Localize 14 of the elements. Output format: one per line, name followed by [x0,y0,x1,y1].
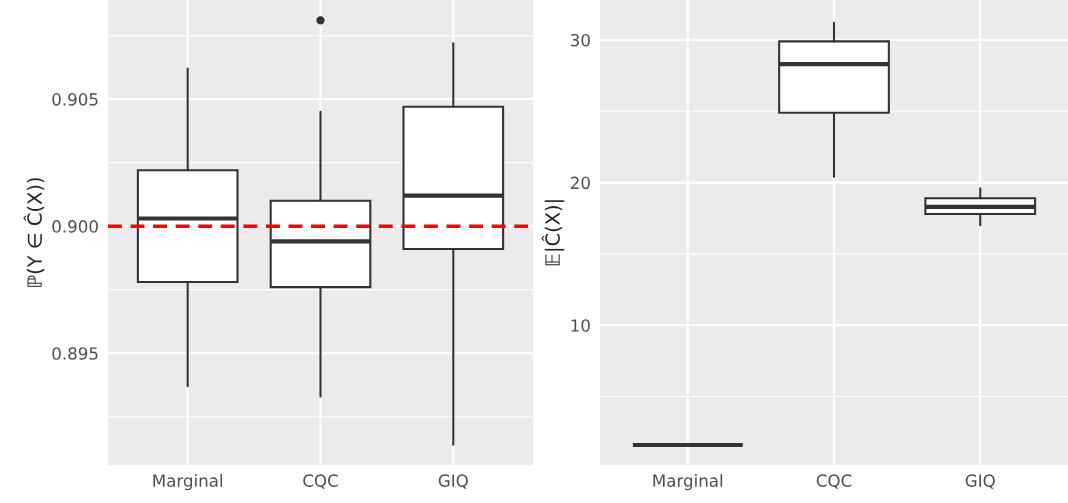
x-tick-label: CQC [816,474,852,489]
y-tick-label: 0.895 [52,347,98,360]
x-tick-label: GIQ [965,474,995,489]
y-tick-label: 30 [571,33,590,47]
x-tick-label: CQC [303,474,338,489]
y-tick-label: 0.905 [52,93,98,106]
y-tick-label: 10 [571,319,590,332]
x-tick-label: Marginal [153,474,223,491]
y-axis-title: ℙ(Y ∈ Ĉ(X)) [23,178,45,287]
x-tick-label: GIQ [438,474,468,489]
x-tick-label: Marginal [653,474,723,491]
y-tick-label: 0.900 [52,220,98,233]
y-axis-title: 𝔼|Ĉ(X)| [541,200,565,266]
y-tick-label: 20 [570,176,590,190]
